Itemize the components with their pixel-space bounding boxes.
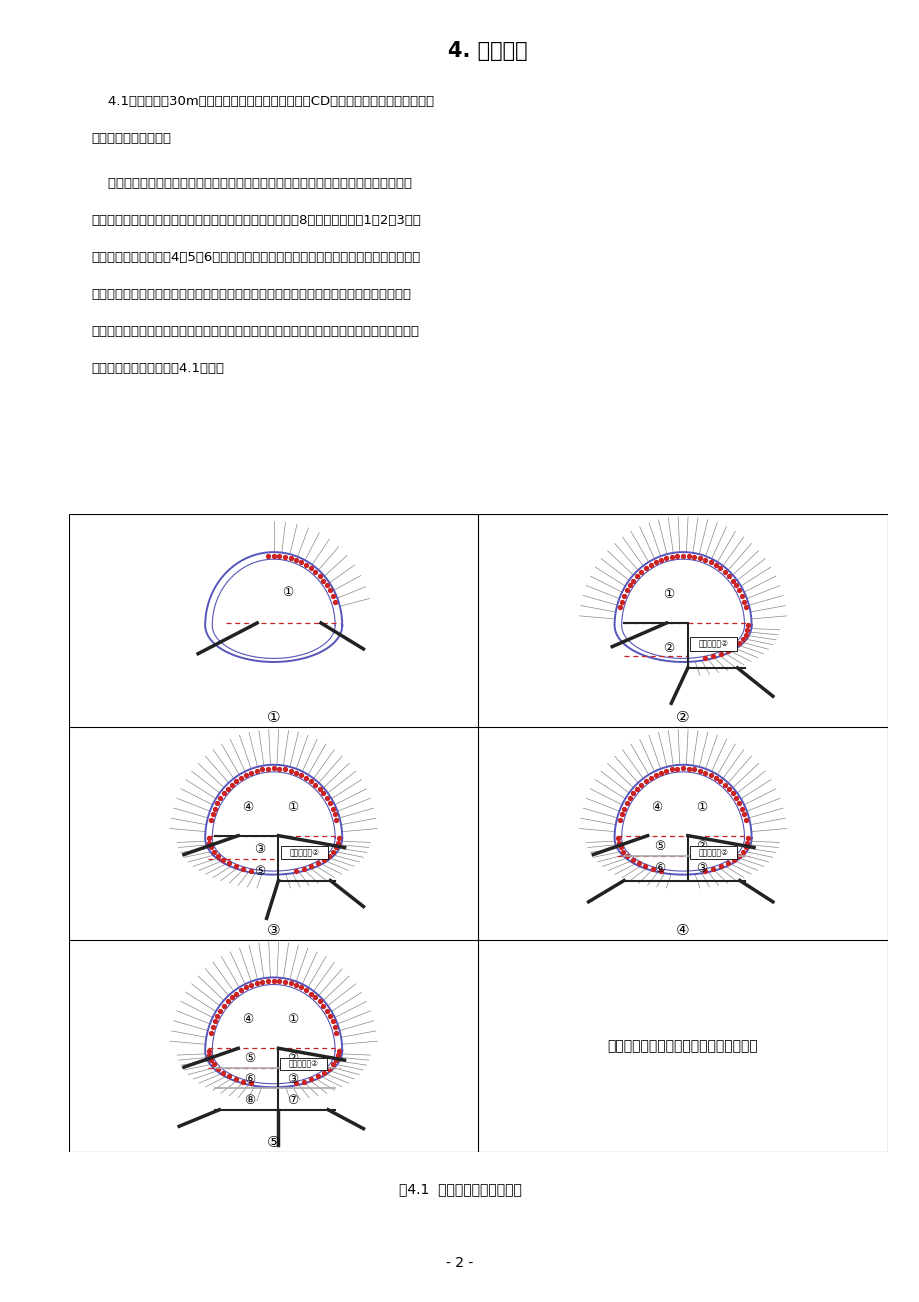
- Text: ③: ③: [267, 923, 280, 937]
- Text: ③: ③: [696, 862, 707, 875]
- Text: 挖、支护，再进行左侧4、5、6部开挖、支护（隙道另一侧先开挖左侧），为保证拱架落脚: 挖、支护，再进行左侧4、5、6部开挖、支护（隙道另一侧先开挖左侧），为保证拱架落…: [91, 251, 420, 264]
- Text: ⑥: ⑥: [653, 862, 664, 875]
- Text: 先开挖隙道一侧，施做径向锥杆、超前注浆小导管、锁脚锣管，以及临时中隔壁，然后: 先开挖隙道一侧，施做径向锥杆、超前注浆小导管、锁脚锣管，以及临时中隔壁，然后: [91, 177, 412, 190]
- Text: ②: ②: [287, 1052, 298, 1065]
- Text: ④: ④: [242, 801, 253, 814]
- Text: ⑤: ⑤: [653, 840, 664, 853]
- Text: ①: ①: [663, 589, 674, 602]
- Text: - 2 -: - 2 -: [446, 1256, 473, 1269]
- Text: 支护。具体施工步骤如图4.1所示。: 支护。具体施工步骤如图4.1所示。: [91, 362, 223, 375]
- Text: 进出口形式对称，保证贯通时中隔壁顺接: 进出口形式对称，保证贯通时中隔壁顺接: [607, 1039, 757, 1053]
- Text: ⑦: ⑦: [287, 1094, 298, 1107]
- Text: ①: ①: [696, 801, 707, 814]
- Text: 临时中隔壁②: 临时中隔壁②: [698, 848, 728, 857]
- Text: ⑤: ⑤: [254, 865, 265, 878]
- Text: 临时中隔壁②: 临时中隔壁②: [698, 639, 728, 648]
- Text: ④: ④: [675, 923, 689, 937]
- Text: 临时中隔壁②: 临时中隔壁②: [288, 1059, 318, 1068]
- Text: ⑤: ⑤: [244, 1052, 255, 1065]
- Text: 制拱顶沉降变形。待上部三台阶完成后，拆除临时中隔壁，分左、右幅进行仰拱部位的开挖、: 制拱顶沉降变形。待上部三台阶完成后，拆除临时中隔壁，分左、右幅进行仰拱部位的开挖…: [91, 326, 418, 339]
- Text: ①: ①: [287, 801, 298, 814]
- Text: ②: ②: [696, 840, 707, 853]
- Bar: [689, 637, 737, 651]
- Bar: [689, 846, 737, 859]
- Text: ③: ③: [254, 844, 265, 857]
- Text: ⑧: ⑧: [244, 1094, 255, 1107]
- Text: ①: ①: [267, 710, 280, 725]
- Text: ①: ①: [282, 586, 293, 599]
- Text: 图4.1  贯通段施工工序示意图: 图4.1 贯通段施工工序示意图: [398, 1182, 521, 1195]
- Text: 临时中隔壁②: 临时中隔壁②: [289, 848, 319, 857]
- Text: ③: ③: [287, 1073, 298, 1086]
- Text: 施做另一侧。鲉于隙道围岩较差，将整个断面分为四台阶、8块，先进行右侧1、2、3部开: 施做另一侧。鲉于隙道围岩较差，将整个断面分为四台阶、8块，先进行右侧1、2、3部…: [91, 214, 420, 227]
- Text: 4.1贯通段剩余30m时，进出口两侧同时采用四台阶CD法，两侧对称开挖，以保证贯: 4.1贯通段剩余30m时，进出口两侧同时采用四台阶CD法，两侧对称开挖，以保证贯: [91, 95, 434, 108]
- Text: ②: ②: [675, 710, 689, 725]
- Text: 4. 工艺原理: 4. 工艺原理: [448, 40, 527, 61]
- Text: ⑥: ⑥: [244, 1073, 255, 1086]
- Text: ⑤: ⑤: [267, 1135, 280, 1151]
- Bar: [280, 846, 328, 859]
- Text: ①: ①: [287, 1013, 298, 1026]
- Text: ④: ④: [242, 1013, 253, 1026]
- Text: ④: ④: [651, 801, 662, 814]
- Bar: [279, 1057, 326, 1069]
- Text: 通时临时中隔壁顺接。: 通时临时中隔壁顺接。: [91, 133, 171, 146]
- Text: 处牢固、稳定，打设锁脚锣管，并将型锢拱架根部加工为扩大拱脚的形式，这样能有效的限: 处牢固、稳定，打设锁脚锣管，并将型锢拱架根部加工为扩大拱脚的形式，这样能有效的限: [91, 288, 411, 301]
- Text: ②: ②: [663, 642, 674, 655]
